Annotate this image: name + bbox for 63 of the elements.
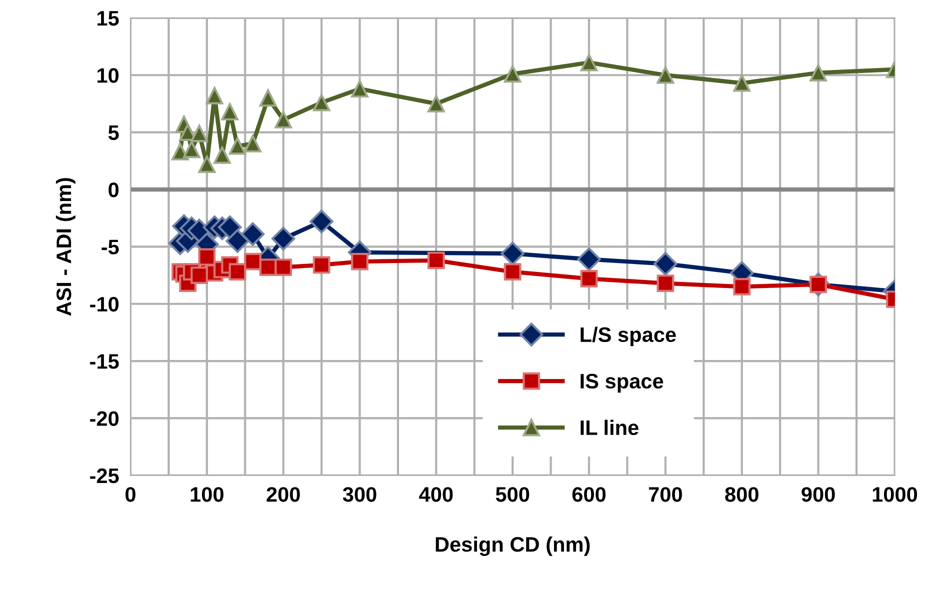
y-axis-title: ASI - ADI (nm)	[56, 178, 76, 316]
point	[504, 65, 522, 83]
x-tick-label: 800	[725, 487, 758, 502]
x-tick-label: 500	[496, 487, 530, 502]
x-tick-label: 100	[190, 487, 224, 502]
point	[580, 270, 598, 288]
point	[206, 87, 224, 104]
y-tick-label: -15	[90, 354, 119, 369]
point	[733, 278, 751, 296]
point	[274, 258, 292, 276]
point	[244, 135, 262, 152]
point	[244, 252, 262, 270]
point	[656, 66, 674, 84]
point	[500, 242, 524, 266]
point	[228, 137, 246, 155]
point	[271, 226, 296, 251]
y-tick-label: -20	[90, 411, 119, 426]
point	[504, 263, 522, 281]
point	[228, 263, 246, 281]
y-tick-label: 10	[98, 68, 119, 83]
point	[221, 103, 239, 120]
y-tick-label: -25	[90, 468, 119, 484]
y-tick-label: 15	[98, 11, 119, 26]
legend-label: IS space	[580, 374, 664, 393]
point	[190, 124, 208, 142]
point	[427, 95, 445, 112]
x-tick-label: 1000	[872, 487, 918, 502]
y-tick-label: -5	[102, 240, 119, 254]
point	[654, 252, 678, 276]
x-tick-label: 400	[419, 487, 453, 502]
point	[218, 215, 242, 240]
legend-label: L/S space	[580, 326, 676, 346]
point	[226, 229, 250, 253]
point	[577, 247, 601, 272]
x-tick-label: 900	[802, 487, 835, 502]
point	[580, 54, 598, 72]
x-axis-title: Design CD (nm)	[436, 536, 590, 556]
point	[182, 140, 200, 158]
point	[351, 80, 368, 98]
y-tick-label: 0	[108, 182, 119, 198]
point	[733, 74, 751, 92]
y-tick-label: 5	[108, 126, 119, 140]
x-tick-label: 0	[126, 487, 136, 502]
y-tick-label: -10	[90, 296, 119, 312]
point	[427, 252, 445, 270]
point	[312, 256, 330, 274]
point	[240, 222, 265, 246]
point	[214, 146, 231, 164]
x-tick-label: 700	[648, 487, 682, 502]
point	[198, 156, 216, 174]
point	[656, 274, 674, 292]
point	[351, 252, 368, 270]
x-tick-label: 600	[572, 487, 606, 502]
point	[810, 64, 827, 82]
point	[312, 94, 330, 112]
x-tick-label: 200	[266, 487, 300, 502]
legend-label: IL line	[580, 420, 638, 436]
x-tick-label: 300	[342, 487, 376, 502]
point	[310, 210, 334, 234]
point	[259, 89, 277, 107]
point	[198, 248, 216, 266]
point	[190, 266, 208, 284]
point	[274, 111, 292, 128]
